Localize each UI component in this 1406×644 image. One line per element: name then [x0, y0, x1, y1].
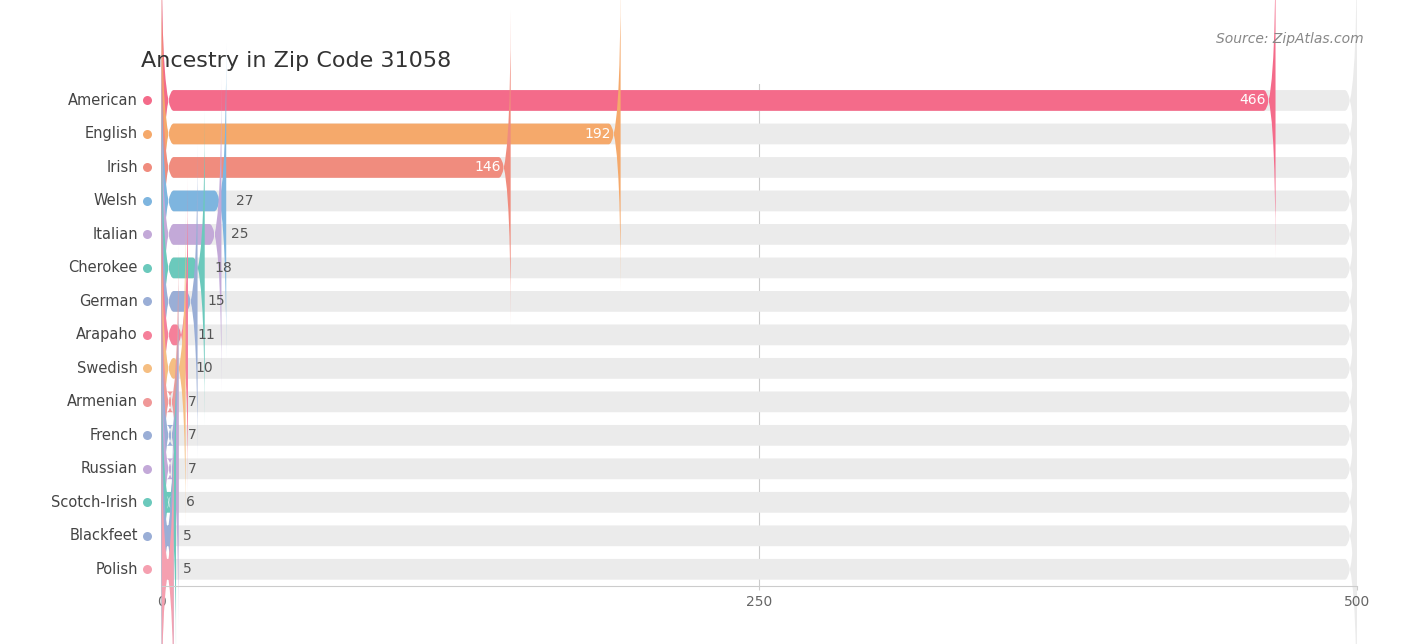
FancyBboxPatch shape — [162, 44, 1357, 358]
FancyBboxPatch shape — [162, 312, 1357, 626]
FancyBboxPatch shape — [162, 245, 1357, 559]
Text: Armenian: Armenian — [67, 394, 138, 410]
FancyBboxPatch shape — [162, 0, 1357, 291]
FancyBboxPatch shape — [162, 412, 1357, 644]
FancyBboxPatch shape — [162, 278, 179, 592]
FancyBboxPatch shape — [162, 77, 1357, 392]
Text: 25: 25 — [231, 227, 249, 242]
Text: 7: 7 — [188, 428, 197, 442]
FancyBboxPatch shape — [162, 245, 179, 559]
Text: Cherokee: Cherokee — [69, 260, 138, 276]
FancyBboxPatch shape — [162, 10, 1357, 325]
Text: English: English — [84, 126, 138, 142]
Text: 27: 27 — [236, 194, 253, 208]
FancyBboxPatch shape — [162, 111, 1357, 425]
Text: French: French — [89, 428, 138, 443]
FancyBboxPatch shape — [162, 144, 1357, 459]
FancyBboxPatch shape — [162, 211, 186, 526]
Text: 5: 5 — [183, 562, 193, 576]
Text: 18: 18 — [214, 261, 232, 275]
Text: German: German — [79, 294, 138, 309]
Text: 146: 146 — [475, 160, 501, 175]
Text: 192: 192 — [585, 127, 612, 141]
FancyBboxPatch shape — [162, 345, 176, 644]
FancyBboxPatch shape — [162, 0, 1275, 258]
Text: Irish: Irish — [107, 160, 138, 175]
FancyBboxPatch shape — [162, 412, 174, 644]
Text: Italian: Italian — [93, 227, 138, 242]
Text: Scotch-Irish: Scotch-Irish — [52, 495, 138, 510]
Text: Russian: Russian — [82, 461, 138, 477]
FancyBboxPatch shape — [162, 10, 510, 325]
FancyBboxPatch shape — [162, 44, 226, 358]
Text: 7: 7 — [188, 395, 197, 409]
Text: 6: 6 — [186, 495, 194, 509]
Text: Ancestry in Zip Code 31058: Ancestry in Zip Code 31058 — [141, 51, 451, 71]
FancyBboxPatch shape — [162, 77, 222, 392]
Text: American: American — [67, 93, 138, 108]
Text: 5: 5 — [183, 529, 193, 543]
FancyBboxPatch shape — [162, 211, 1357, 526]
Text: Arapaho: Arapaho — [76, 327, 138, 343]
FancyBboxPatch shape — [162, 0, 1357, 258]
FancyBboxPatch shape — [162, 312, 179, 626]
FancyBboxPatch shape — [162, 111, 205, 425]
Text: Welsh: Welsh — [94, 193, 138, 209]
Text: 15: 15 — [207, 294, 225, 308]
Text: Swedish: Swedish — [77, 361, 138, 376]
FancyBboxPatch shape — [162, 0, 620, 291]
Text: Blackfeet: Blackfeet — [69, 528, 138, 544]
Text: 7: 7 — [188, 462, 197, 476]
Text: 466: 466 — [1240, 93, 1265, 108]
Text: 10: 10 — [195, 361, 212, 375]
Text: Source: ZipAtlas.com: Source: ZipAtlas.com — [1216, 32, 1364, 46]
FancyBboxPatch shape — [162, 178, 188, 492]
Text: Polish: Polish — [96, 562, 138, 577]
FancyBboxPatch shape — [162, 379, 1357, 644]
Text: 11: 11 — [197, 328, 215, 342]
FancyBboxPatch shape — [162, 345, 1357, 644]
FancyBboxPatch shape — [162, 379, 174, 644]
FancyBboxPatch shape — [162, 144, 197, 459]
FancyBboxPatch shape — [162, 178, 1357, 492]
FancyBboxPatch shape — [162, 278, 1357, 592]
